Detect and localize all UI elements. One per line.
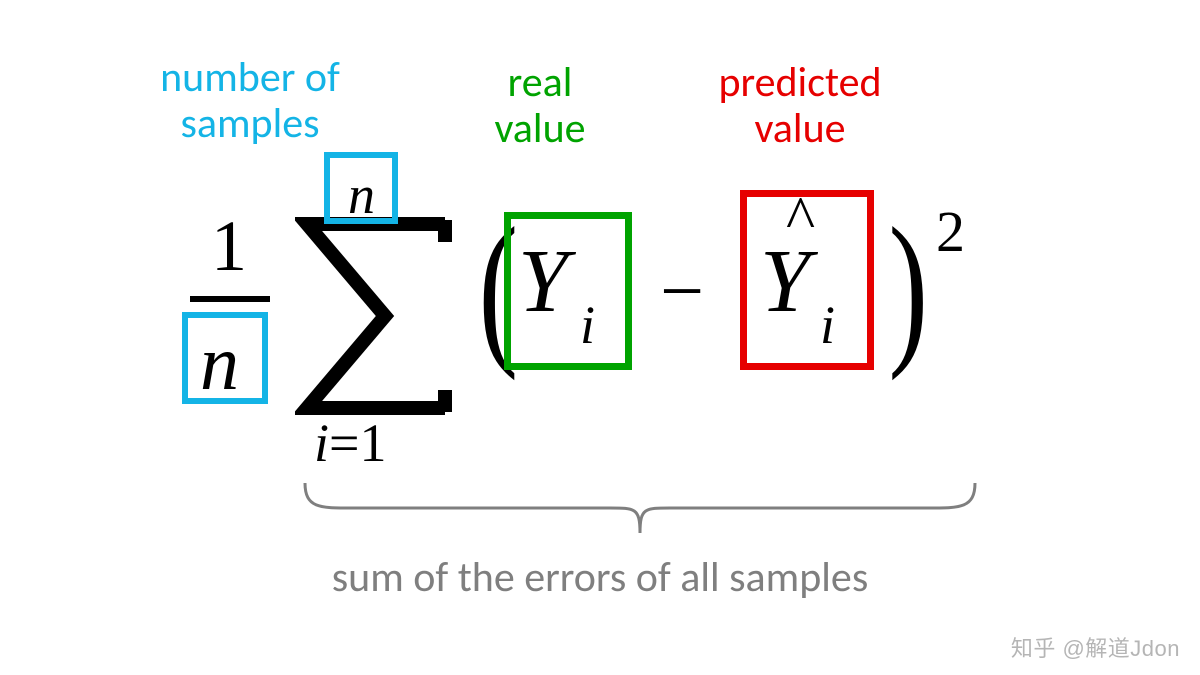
diagram-canvas: number of samples real value predicted v…: [0, 0, 1200, 675]
label-samples-line2: samples: [180, 98, 319, 149]
sigma-lower-i: i: [314, 413, 329, 473]
label-number-of-samples: number of samples: [115, 55, 385, 147]
label-predicted-line1: predicted: [718, 57, 881, 108]
sigma-lower-bound: i=1: [314, 412, 386, 474]
watermark: 知乎 @解道Jdon: [1011, 631, 1180, 663]
label-predicted-line2: value: [754, 103, 845, 154]
sigma-symbol: [295, 216, 465, 416]
bottom-brace: [300, 478, 980, 538]
label-real-value: real value: [440, 60, 640, 152]
minus-sign: −: [660, 246, 704, 336]
box-n-lower: [182, 312, 268, 404]
label-real-line2: value: [494, 103, 585, 154]
label-real-line1: real: [508, 57, 573, 108]
box-n-upper: [324, 152, 398, 224]
fraction-bar: [190, 296, 270, 302]
exponent-2: 2: [936, 198, 965, 265]
fraction-numerator: 1: [211, 205, 247, 288]
label-samples-line1: number of: [160, 52, 340, 103]
label-sum-errors: sum of the errors of all samples: [230, 555, 970, 601]
box-Yhat: [740, 190, 874, 370]
label-predicted-value: predicted value: [670, 60, 930, 152]
sigma-lower-1: 1: [359, 413, 386, 473]
sigma-lower-eq: =: [329, 413, 359, 473]
box-Yi: [504, 212, 632, 370]
close-paren: ): [888, 190, 928, 385]
